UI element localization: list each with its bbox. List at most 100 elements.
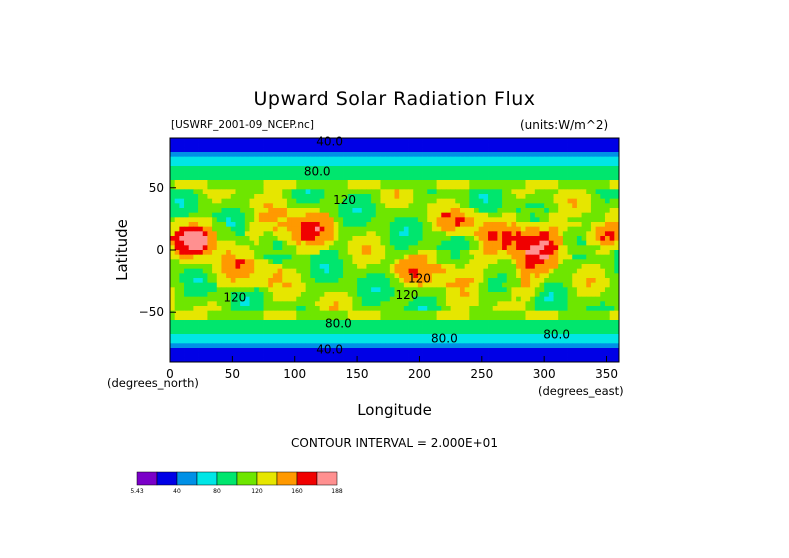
heatmap-cell: [240, 348, 246, 354]
heatmap-cell: [576, 348, 582, 354]
heatmap-cell: [226, 282, 232, 288]
heatmap-cell: [385, 203, 391, 209]
heatmap-cell: [286, 301, 293, 307]
heatmap-cell: [371, 203, 377, 209]
heatmap-cell: [174, 348, 180, 354]
heatmap-cell: [202, 245, 208, 251]
heatmap-cell: [431, 231, 437, 237]
heatmap-cell: [488, 208, 494, 214]
heatmap-cell: [235, 161, 241, 167]
heatmap-cell: [380, 250, 386, 256]
heatmap-cell: [464, 245, 470, 251]
heatmap-cell: [347, 296, 353, 302]
heatmap-cell: [474, 217, 480, 223]
heatmap-cell: [184, 352, 190, 358]
heatmap-cell: [184, 268, 190, 274]
heatmap-cell: [235, 273, 241, 279]
heatmap-cell: [436, 343, 442, 349]
heatmap-cell: [534, 189, 540, 195]
heatmap-cell: [268, 348, 274, 354]
heatmap-cell: [567, 198, 573, 204]
heatmap-cell: [530, 348, 536, 354]
heatmap-cell: [221, 278, 227, 284]
heatmap-cell: [413, 338, 419, 344]
heatmap-cell: [385, 296, 391, 302]
heatmap-cell: [539, 268, 545, 274]
heatmap-cell: [539, 194, 545, 200]
heatmap-cell: [474, 338, 480, 344]
heatmap-cell: [202, 338, 208, 344]
heatmap-cell: [562, 194, 568, 200]
heatmap-cell: [174, 264, 180, 270]
heatmap-cell: [450, 170, 456, 176]
heatmap-cell: [347, 278, 353, 284]
heatmap-cell: [226, 240, 232, 246]
heatmap-cell: [207, 217, 213, 223]
heatmap-cell: [572, 254, 578, 260]
heatmap-cell: [520, 226, 526, 232]
heatmap-cell: [422, 334, 428, 340]
heatmap-cell: [291, 170, 297, 176]
heatmap-cell: [520, 282, 526, 288]
heatmap-cell: [534, 175, 540, 181]
heatmap-cell: [272, 180, 278, 186]
heatmap-cell: [525, 161, 531, 167]
heatmap-cell: [431, 236, 437, 242]
heatmap-cell: [576, 306, 582, 312]
heatmap-cell: [361, 245, 367, 251]
heatmap-cell: [249, 301, 255, 307]
heatmap-cell: [174, 329, 180, 335]
heatmap-cell: [469, 278, 475, 284]
heatmap-cell: [375, 231, 381, 237]
heatmap-cell: [240, 250, 246, 256]
heatmap-cell: [445, 156, 452, 162]
heatmap-cell: [445, 203, 452, 209]
heatmap-cell: [399, 217, 405, 223]
heatmap-cell: [188, 142, 194, 148]
heatmap-cell: [198, 282, 204, 288]
heatmap-cell: [408, 138, 414, 144]
heatmap-cell: [277, 306, 283, 312]
heatmap-cell: [436, 296, 442, 302]
heatmap-cell: [375, 296, 381, 302]
heatmap-cell: [506, 212, 512, 218]
heatmap-cell: [361, 292, 367, 298]
heatmap-cell: [408, 180, 414, 186]
heatmap-cell: [553, 315, 559, 321]
heatmap-cell: [520, 301, 526, 307]
heatmap-cell: [586, 236, 592, 242]
heatmap-cell: [235, 175, 241, 181]
y-tick-label: 50: [149, 181, 164, 195]
heatmap-cell: [427, 184, 433, 190]
heatmap-cell: [179, 310, 185, 316]
heatmap-cell: [319, 208, 325, 214]
heatmap-cell: [314, 296, 321, 302]
heatmap-cell: [230, 152, 236, 158]
heatmap-cell: [506, 226, 512, 232]
heatmap-cell: [385, 212, 391, 218]
heatmap-cell: [291, 306, 297, 312]
heatmap-cell: [366, 198, 372, 204]
heatmap-cell: [534, 198, 540, 204]
heatmap-cell: [371, 278, 377, 284]
heatmap-cell: [366, 292, 372, 298]
heatmap-cell: [226, 184, 232, 190]
heatmap-cell: [436, 338, 442, 344]
heatmap-cell: [553, 170, 559, 176]
heatmap-cell: [343, 212, 349, 218]
heatmap-cell: [277, 315, 283, 321]
heatmap-cell: [291, 156, 297, 162]
heatmap-cell: [300, 264, 307, 270]
heatmap-cell: [389, 203, 395, 209]
heatmap-cell: [581, 296, 587, 302]
heatmap-cell: [525, 268, 531, 274]
heatmap-cell: [244, 259, 250, 265]
heatmap-cell: [478, 278, 484, 284]
heatmap-cell: [352, 231, 358, 237]
heatmap-cell: [277, 310, 283, 316]
heatmap-cell: [258, 222, 264, 228]
heatmap-cell: [310, 338, 316, 344]
heatmap-cell: [361, 338, 367, 344]
heatmap-cell: [492, 212, 498, 218]
heatmap-cell: [268, 259, 274, 265]
